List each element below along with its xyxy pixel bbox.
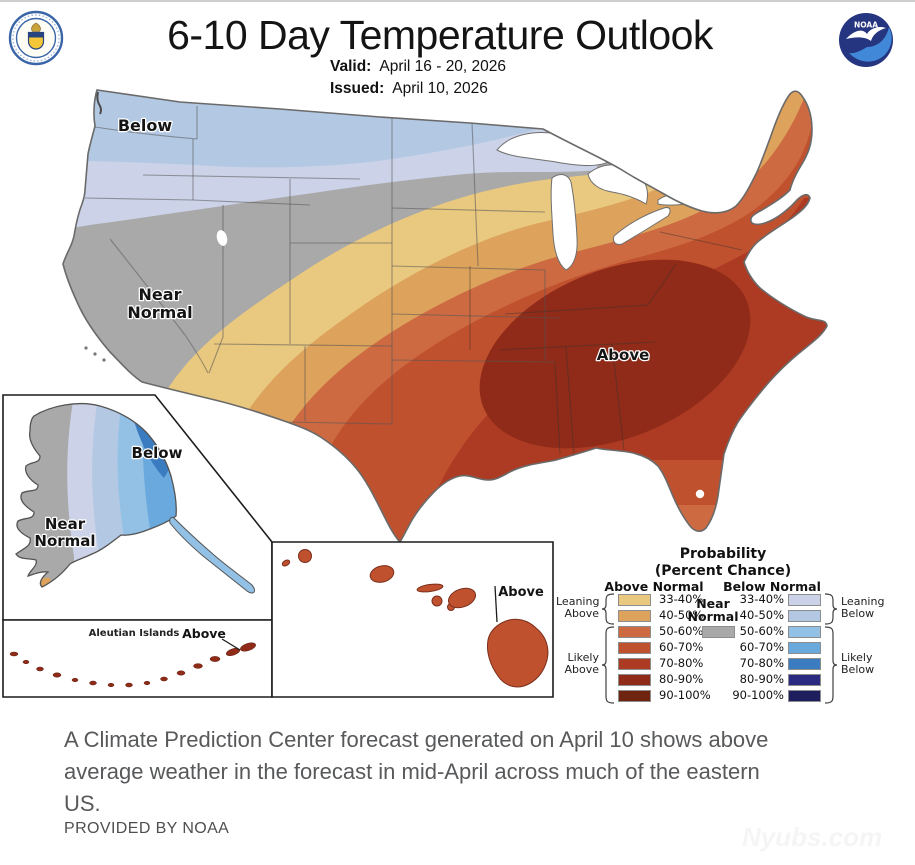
near-normal-swatch <box>702 626 735 638</box>
below-range-1: 40-50% <box>739 608 784 622</box>
below-swatch-90-100 <box>788 690 821 702</box>
hawaii-above-pointer <box>494 585 498 623</box>
below-range-6: 90-100% <box>732 688 784 702</box>
below-range-2: 50-60% <box>739 624 784 638</box>
hawaiian-islands <box>281 549 549 688</box>
aleutian-above-pointer <box>221 638 241 651</box>
above-swatch-60-70 <box>618 642 651 654</box>
caption-text: A Climate Prediction Center forecast gen… <box>64 727 769 816</box>
issued-value: April 10, 2026 <box>392 80 488 97</box>
legend-braces <box>601 593 838 704</box>
conus-below-label: Below <box>118 116 173 135</box>
above-range-3: 60-70% <box>659 640 704 654</box>
valid-line: Valid: April 16 - 20, 2026 <box>330 58 750 76</box>
conus-coastline <box>62 89 828 544</box>
above-swatch-33-40 <box>618 594 651 606</box>
valid-label: Valid: <box>330 58 372 75</box>
channel-islands <box>84 346 106 362</box>
temperature-outlook-map: Below Near Normal Above Below Near Norma… <box>2 89 828 698</box>
above-swatch-70-80 <box>618 658 651 670</box>
conus-near-label-1: Near <box>139 285 182 304</box>
below-range-3: 60-70% <box>739 640 784 654</box>
below-range-0: 33-40% <box>739 592 784 606</box>
conus-fill-bands <box>63 90 827 542</box>
hawaii-inset-box <box>271 541 554 698</box>
above-swatch-90-100 <box>618 690 651 702</box>
legend-near-label-1: Near <box>696 596 730 611</box>
hawaii-above-label: Above <box>498 585 544 600</box>
puget-sound <box>96 91 102 115</box>
conus-above-label: Above <box>597 346 650 364</box>
conus-near-label-2: Normal <box>127 303 192 322</box>
alaska-panhandle <box>169 516 255 594</box>
page-title: 6-10 Day Temperature Outlook <box>167 12 713 58</box>
below-swatch-33-40 <box>788 594 821 606</box>
above-range-4: 70-80% <box>659 656 704 670</box>
likely-above-label-2: Above <box>564 663 599 676</box>
leaning-above-label-1: Leaning <box>556 595 600 608</box>
legend-title-line1: Probability <box>679 546 767 562</box>
leaning-below-label-1: Leaning <box>841 595 885 608</box>
credit-line: PROVIDED BY NOAA <box>64 820 230 837</box>
aleutian-islands <box>9 642 256 688</box>
issued-line: Issued: April 10, 2026 <box>330 80 750 98</box>
below-swatch-50-60 <box>788 626 821 638</box>
noaa-logo-icon: NOAA <box>839 13 893 67</box>
alaska-coastline <box>15 403 177 588</box>
issued-label: Issued: <box>330 80 385 97</box>
alaska-near-label-2: Normal <box>34 532 95 550</box>
dept-of-commerce-seal-icon <box>8 10 64 66</box>
below-swatch-60-70 <box>788 642 821 654</box>
leaning-above-label-2: Above <box>564 607 599 620</box>
above-swatch-80-90 <box>618 674 651 686</box>
above-range-6: 90-100% <box>659 688 711 702</box>
legend-above-normal-header: Above Normal <box>604 579 704 594</box>
alaska-below-label: Below <box>132 444 183 462</box>
aleutian-above-label: Above <box>182 626 226 641</box>
below-swatch-40-50 <box>788 610 821 622</box>
below-swatch-80-90 <box>788 674 821 686</box>
above-range-2: 50-60% <box>659 624 704 638</box>
above-swatch-50-60 <box>618 626 651 638</box>
leaning-below-label-2: Below <box>841 607 875 620</box>
below-range-5: 80-90% <box>739 672 784 686</box>
below-range-4: 70-80% <box>739 656 784 670</box>
watermark: Nyubs.com <box>742 822 883 852</box>
likely-above-label-1: Likely <box>567 651 600 664</box>
legend-title-line2: (Percent Chance) <box>654 563 792 579</box>
above-range-1: 40-50% <box>659 608 704 622</box>
valid-value: April 16 - 20, 2026 <box>379 58 507 75</box>
likely-below-label-2: Below <box>841 663 875 676</box>
below-swatch-70-80 <box>788 658 821 670</box>
legend-below-normal-header: Below Normal <box>723 579 821 594</box>
noaa-logo-text: NOAA <box>854 21 878 30</box>
above-range-5: 80-90% <box>659 672 704 686</box>
likely-below-label-1: Likely <box>841 651 873 664</box>
above-swatch-40-50 <box>618 610 651 622</box>
legend: Probability (Percent Chance) Above Norma… <box>556 542 915 712</box>
legend-near-label-2: Normal <box>687 609 739 624</box>
above-range-0: 33-40% <box>659 592 704 606</box>
aleutian-islands-label: Aleutian Islands <box>89 628 180 639</box>
alaska-near-label-1: Near <box>45 515 86 533</box>
state-borders <box>84 106 743 455</box>
